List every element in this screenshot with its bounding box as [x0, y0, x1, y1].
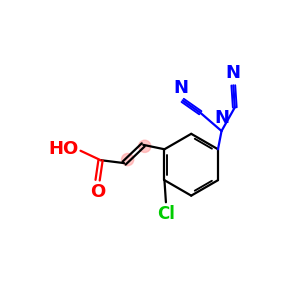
Circle shape: [122, 153, 134, 166]
Text: O: O: [90, 183, 105, 201]
Circle shape: [139, 140, 151, 152]
Text: N: N: [174, 79, 189, 97]
Text: N: N: [226, 64, 241, 82]
Text: HO: HO: [48, 140, 78, 158]
Text: Cl: Cl: [157, 205, 175, 223]
Text: N: N: [214, 110, 229, 128]
